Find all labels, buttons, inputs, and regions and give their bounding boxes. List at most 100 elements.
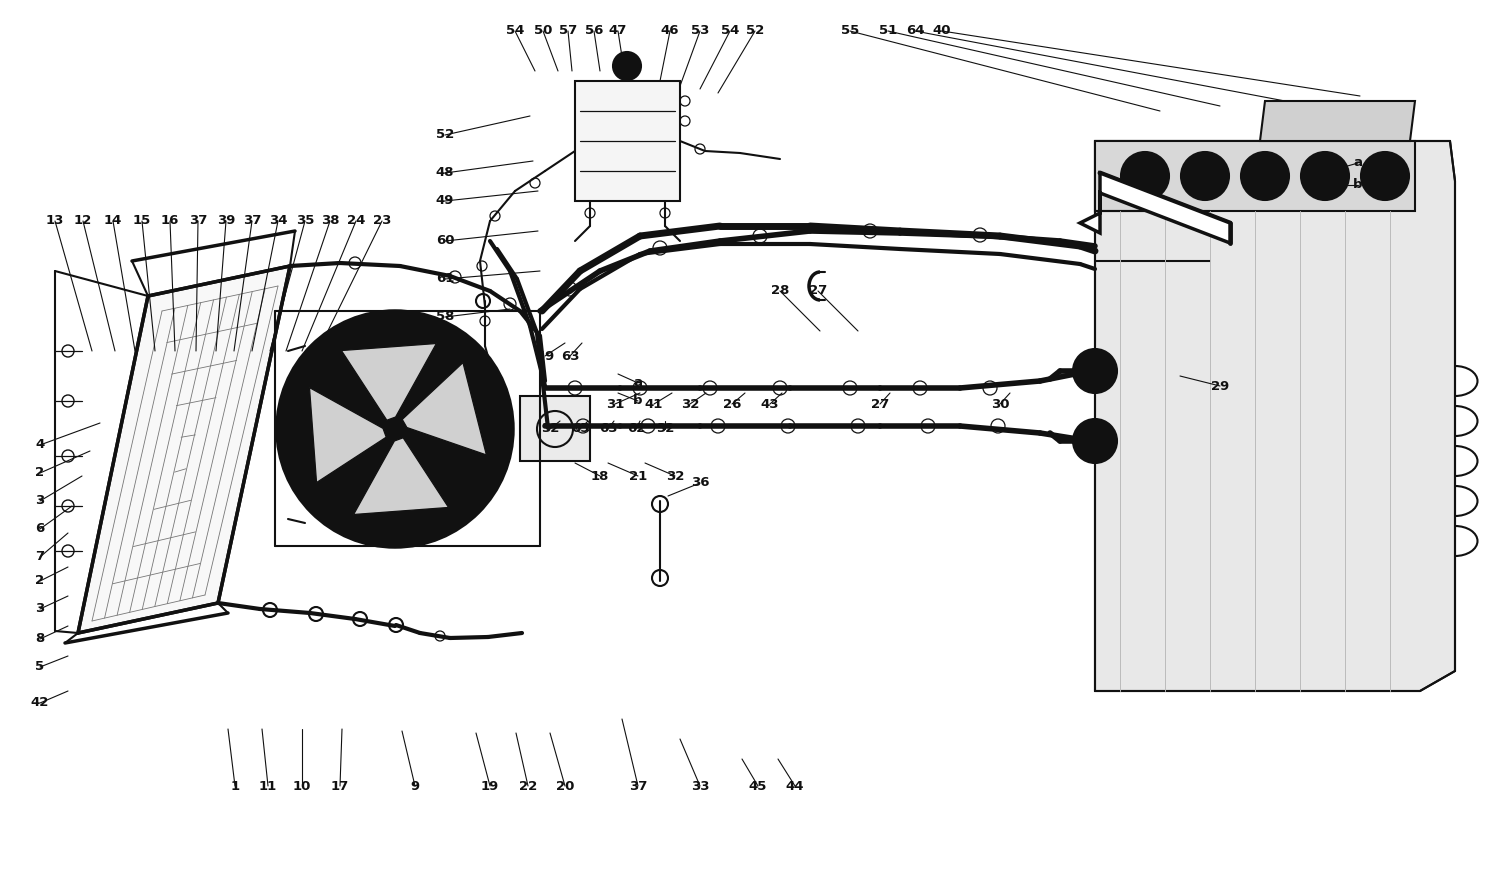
Text: 12: 12 (74, 215, 92, 227)
Circle shape (376, 411, 412, 447)
Text: a: a (1353, 157, 1362, 169)
Text: 2: 2 (36, 575, 45, 587)
Text: 59: 59 (536, 349, 554, 363)
Text: 35: 35 (296, 215, 314, 227)
Text: 16: 16 (160, 215, 178, 227)
Text: 24: 24 (346, 215, 364, 227)
Text: 38: 38 (321, 215, 339, 227)
Text: 57: 57 (560, 24, 578, 37)
Circle shape (1240, 152, 1288, 200)
Text: 31: 31 (606, 397, 624, 411)
Text: 40: 40 (933, 24, 951, 37)
Text: 48: 48 (435, 167, 454, 179)
Text: 42: 42 (32, 697, 50, 709)
Text: 65: 65 (572, 422, 590, 436)
Text: 25: 25 (422, 356, 440, 370)
Text: 36: 36 (690, 477, 709, 489)
Circle shape (1120, 152, 1168, 200)
Text: 18: 18 (591, 470, 609, 483)
Text: b: b (1353, 178, 1362, 192)
Text: 27: 27 (871, 397, 889, 411)
Text: 37: 37 (243, 215, 261, 227)
Text: 45: 45 (748, 780, 766, 792)
Text: 32: 32 (542, 422, 560, 436)
Text: 5: 5 (36, 660, 45, 674)
Text: 54: 54 (506, 24, 524, 37)
Text: 14: 14 (104, 215, 122, 227)
Text: 27: 27 (808, 284, 826, 298)
Text: 49: 49 (436, 194, 454, 208)
Text: 23: 23 (374, 215, 392, 227)
Text: 34: 34 (268, 215, 288, 227)
Text: 32: 32 (681, 397, 699, 411)
Text: 54: 54 (722, 24, 740, 37)
Circle shape (1072, 349, 1118, 393)
Text: 61: 61 (436, 273, 454, 285)
Text: 6: 6 (36, 522, 45, 535)
Text: 52: 52 (436, 128, 454, 142)
Text: 64: 64 (906, 24, 924, 37)
Text: b: b (633, 395, 642, 407)
Text: 7: 7 (36, 551, 45, 563)
Text: 11: 11 (260, 780, 278, 792)
Text: 50: 50 (534, 24, 552, 37)
Text: 26: 26 (723, 397, 741, 411)
Text: 19: 19 (482, 780, 500, 792)
Text: 21: 21 (628, 470, 646, 483)
Polygon shape (342, 344, 436, 421)
Text: 22: 22 (519, 780, 537, 792)
Text: a: a (633, 377, 642, 389)
Polygon shape (78, 266, 290, 633)
Polygon shape (354, 437, 448, 514)
Text: 20: 20 (556, 780, 574, 792)
Text: 44: 44 (786, 780, 804, 792)
Text: 60: 60 (435, 234, 454, 248)
Text: 63: 63 (561, 349, 579, 363)
Text: 3: 3 (36, 495, 45, 508)
Polygon shape (1095, 141, 1455, 691)
Polygon shape (574, 81, 680, 201)
Circle shape (1072, 419, 1118, 463)
Text: 58: 58 (436, 310, 454, 323)
Text: 17: 17 (332, 780, 350, 792)
Text: 55: 55 (842, 24, 860, 37)
Text: 29: 29 (1210, 380, 1228, 393)
Circle shape (1360, 152, 1408, 200)
Text: 2: 2 (36, 467, 45, 479)
Text: 32: 32 (656, 422, 674, 436)
Text: 47: 47 (609, 24, 627, 37)
Text: 56: 56 (585, 24, 603, 37)
Text: 28: 28 (771, 284, 789, 298)
Text: 46: 46 (660, 24, 680, 37)
Text: 10: 10 (292, 780, 310, 792)
Text: 30: 30 (990, 397, 1010, 411)
Text: 37: 37 (189, 215, 207, 227)
Text: 52: 52 (746, 24, 764, 37)
Text: 9: 9 (411, 780, 420, 792)
Circle shape (1300, 152, 1348, 200)
Text: 4: 4 (36, 438, 45, 452)
Text: 15: 15 (134, 215, 152, 227)
Text: 39: 39 (217, 215, 236, 227)
Text: 41: 41 (645, 397, 663, 411)
Polygon shape (1095, 141, 1414, 211)
Text: 33: 33 (690, 780, 709, 792)
Circle shape (1180, 152, 1228, 200)
Text: 43: 43 (760, 397, 780, 411)
Text: 3: 3 (36, 602, 45, 616)
Text: 1: 1 (231, 780, 240, 792)
Polygon shape (402, 363, 486, 455)
Text: 62: 62 (627, 422, 645, 436)
Text: 53: 53 (692, 24, 709, 37)
Text: 8: 8 (36, 633, 45, 645)
Polygon shape (1080, 173, 1230, 243)
Polygon shape (1260, 101, 1414, 141)
Text: 51: 51 (879, 24, 897, 37)
Polygon shape (520, 396, 590, 461)
Polygon shape (309, 388, 386, 483)
Text: 13: 13 (46, 215, 64, 227)
Text: 63: 63 (598, 422, 616, 436)
Text: 32: 32 (666, 470, 684, 483)
Text: 37: 37 (628, 780, 646, 792)
Circle shape (278, 311, 513, 547)
